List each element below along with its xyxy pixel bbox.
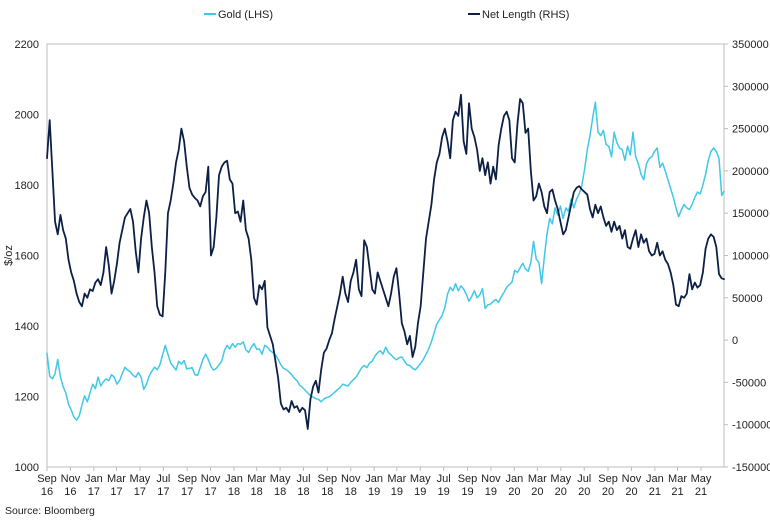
x-tick-month-label: Jan — [85, 473, 103, 485]
x-tick-month-label: Sep — [458, 473, 478, 485]
y-axis-right-ticks: -150000 -100000 -50000 0 50000 100000 150000 20… — [724, 39, 770, 474]
x-tick-year-label: 16 — [41, 486, 53, 498]
y-left-tick-label: 2000 — [15, 110, 39, 122]
y-right-tick-label: 50000 — [732, 293, 763, 305]
x-tick-year-label: 19 — [438, 486, 450, 498]
x-tick-year-label: 20 — [578, 486, 590, 498]
x-tick-month-label: Nov — [61, 473, 81, 485]
series-line-net-length — [46, 93, 725, 430]
x-tick-month-label: Sep — [598, 473, 618, 485]
source-note: Source: Bloomberg — [5, 505, 95, 517]
y-axis-left-title: $/oz — [3, 245, 15, 266]
y-right-tick-label: 300000 — [732, 81, 769, 93]
x-tick-month-label: Jul — [296, 473, 310, 485]
x-tick-month-label: May — [270, 473, 291, 485]
x-axis-ticks: Sep16Nov16Jan17Mar17May17Jul17Sep17Nov17… — [37, 467, 712, 498]
legend: Gold (LHS) Net Length (RHS) — [204, 9, 569, 21]
legend-label-net-length: Net Length (RHS) — [482, 9, 569, 21]
x-tick-year-label: 21 — [695, 486, 707, 498]
x-tick-year-label: 18 — [274, 486, 286, 498]
x-tick-year-label: 18 — [251, 486, 263, 498]
x-tick-year-label: 18 — [345, 486, 357, 498]
x-tick-month-label: Mar — [387, 473, 406, 485]
y-right-tick-label: 200000 — [732, 166, 769, 178]
y-left-tick-label: 1400 — [15, 321, 39, 333]
y-left-tick-label: 1200 — [15, 392, 39, 404]
y-left-tick-label: 1000 — [15, 462, 39, 474]
x-tick-month-label: Jan — [505, 473, 523, 485]
x-tick-month-label: Sep — [37, 473, 57, 485]
plot-frame — [46, 43, 725, 468]
x-tick-year-label: 20 — [602, 486, 614, 498]
x-tick-month-label: Jul — [577, 473, 591, 485]
x-tick-month-label: Jan — [646, 473, 664, 485]
y-right-tick-label: 150000 — [732, 208, 769, 220]
y-right-tick-label: -100000 — [732, 420, 770, 432]
x-tick-month-label: Nov — [201, 473, 221, 485]
x-tick-year-label: 17 — [134, 486, 146, 498]
y-left-tick-label: 1800 — [15, 180, 39, 192]
y-right-tick-label: 100000 — [732, 251, 769, 263]
x-tick-month-label: Mar — [528, 473, 547, 485]
x-tick-month-label: May — [550, 473, 571, 485]
x-tick-year-label: 19 — [485, 486, 497, 498]
x-tick-month-label: Jul — [156, 473, 170, 485]
x-tick-year-label: 17 — [157, 486, 169, 498]
x-tick-year-label: 16 — [64, 486, 76, 498]
x-tick-month-label: Jul — [437, 473, 451, 485]
x-tick-year-label: 19 — [461, 486, 473, 498]
y-right-tick-label: -150000 — [732, 462, 770, 474]
x-tick-month-label: Nov — [481, 473, 501, 485]
y-right-tick-label: 250000 — [732, 124, 769, 136]
legend-label-gold: Gold (LHS) — [218, 9, 273, 21]
x-tick-month-label: Sep — [318, 473, 338, 485]
x-tick-year-label: 20 — [531, 486, 543, 498]
x-tick-month-label: Jan — [225, 473, 243, 485]
y-left-tick-label: 1600 — [15, 251, 39, 263]
x-tick-month-label: Mar — [107, 473, 126, 485]
x-tick-month-label: Jan — [365, 473, 383, 485]
x-tick-month-label: May — [130, 473, 151, 485]
y-left-tick-label: 2200 — [15, 39, 39, 51]
series-line-gold — [46, 101, 725, 421]
x-tick-year-label: 20 — [508, 486, 520, 498]
x-tick-month-label: Mar — [247, 473, 266, 485]
x-tick-year-label: 19 — [391, 486, 403, 498]
x-tick-year-label: 19 — [414, 486, 426, 498]
x-tick-month-label: Nov — [622, 473, 642, 485]
x-tick-year-label: 18 — [321, 486, 333, 498]
x-tick-year-label: 18 — [297, 486, 309, 498]
y-right-tick-label: -50000 — [732, 377, 766, 389]
series-layer — [46, 93, 725, 430]
x-tick-year-label: 17 — [88, 486, 100, 498]
x-tick-year-label: 19 — [368, 486, 380, 498]
x-tick-year-label: 18 — [228, 486, 240, 498]
x-tick-month-label: Mar — [668, 473, 687, 485]
x-tick-year-label: 21 — [671, 486, 683, 498]
x-tick-year-label: 21 — [649, 486, 661, 498]
x-tick-year-label: 17 — [181, 486, 193, 498]
y-axis-left-ticks: 1000 1200 1400 1600 1800 2000 2200 — [15, 39, 39, 474]
x-tick-month-label: May — [410, 473, 431, 485]
x-tick-year-label: 20 — [555, 486, 567, 498]
x-tick-year-label: 17 — [110, 486, 122, 498]
y-right-tick-label: 0 — [732, 335, 738, 347]
x-tick-month-label: May — [691, 473, 712, 485]
x-tick-year-label: 20 — [625, 486, 637, 498]
y-right-tick-label: 350000 — [732, 39, 769, 51]
x-tick-month-label: Nov — [341, 473, 361, 485]
x-tick-year-label: 17 — [204, 486, 216, 498]
x-tick-month-label: Sep — [177, 473, 197, 485]
